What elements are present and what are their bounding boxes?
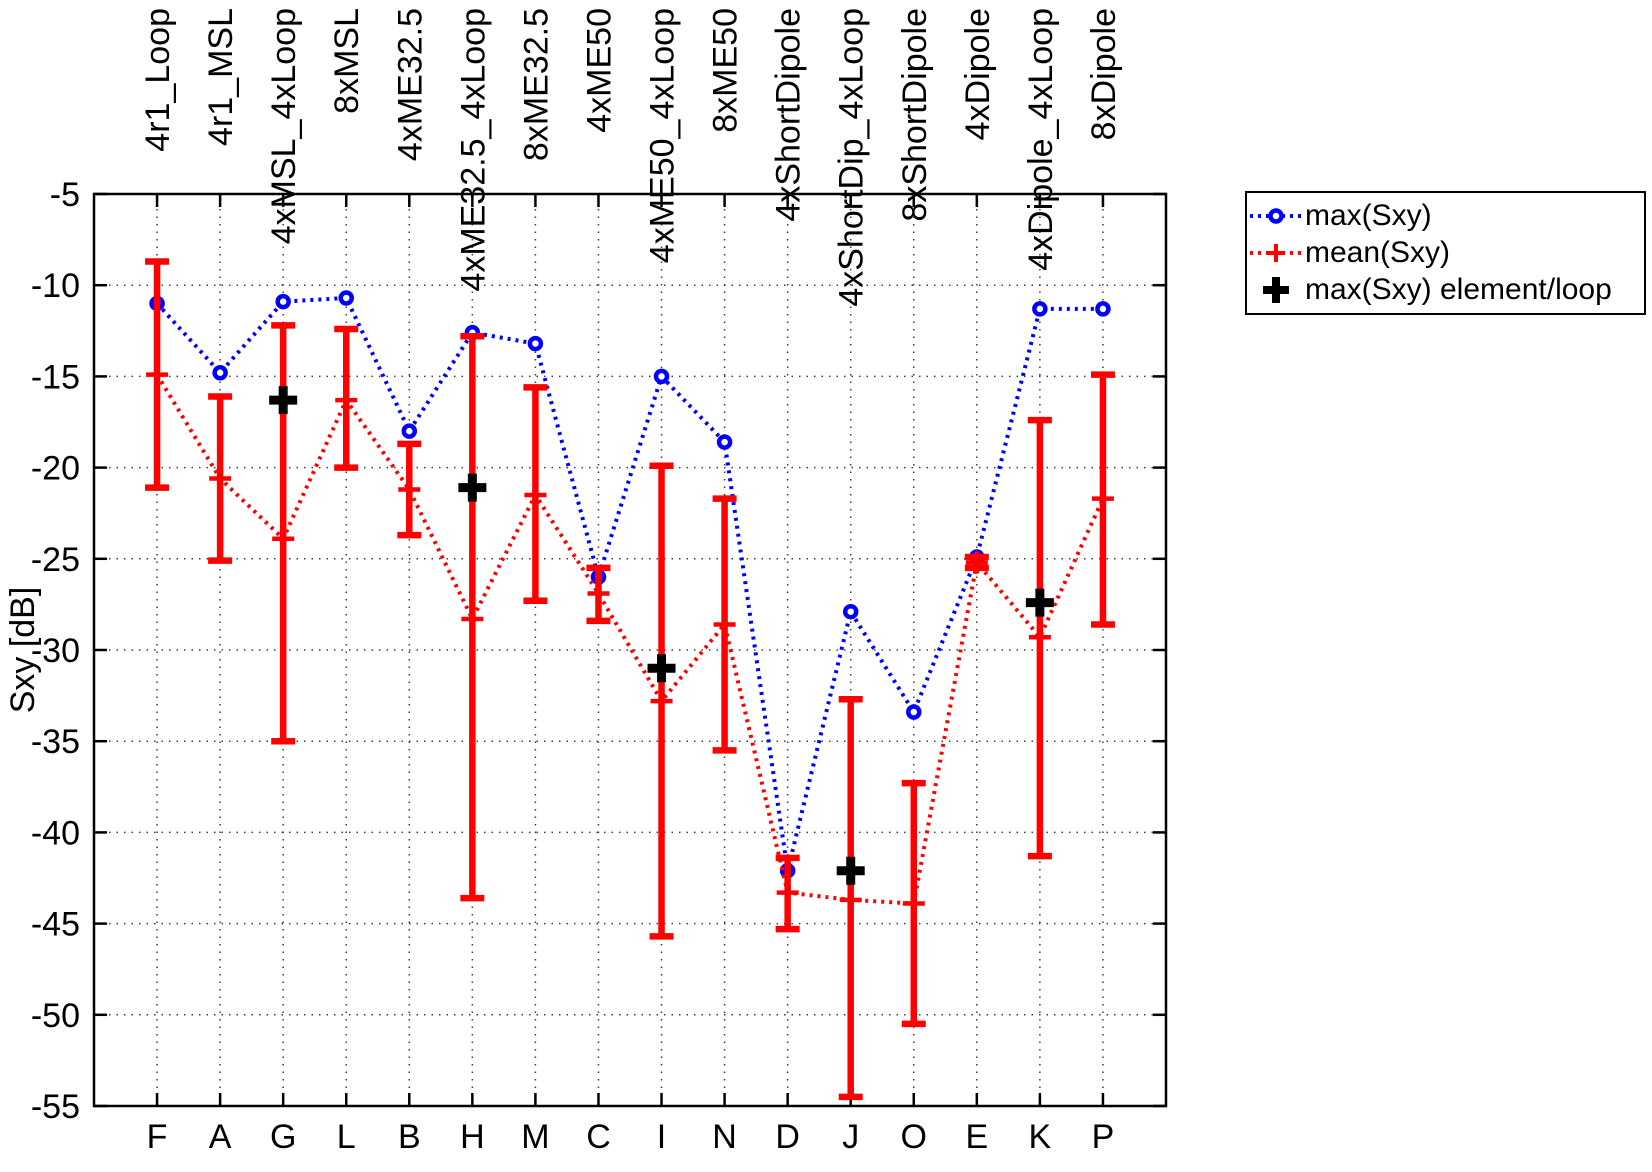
y-tick-label: -20 [31,450,80,488]
max-line [155,295,1103,872]
y-tick-label: -15 [31,358,80,396]
legend-row: mean(Sxy) [1247,234,1644,271]
top-category-label: 8xMSL [328,8,366,114]
x-tick-letter: A [209,1118,232,1156]
y-tick-label: -25 [31,541,80,579]
y-axis-label: Sxy [dB] [4,587,42,714]
y-tick-label: -35 [31,723,80,761]
x-tick-letter: N [712,1118,737,1156]
x-tick-letter: C [586,1118,611,1156]
x-tick-letter: J [842,1118,859,1156]
legend: max(Sxy) mean(Sxy) max(Sxy) element/loop [1245,191,1646,315]
max-marker [338,290,354,306]
x-tick-letter: F [147,1118,168,1156]
y-tick-label: -5 [50,176,80,214]
top-category-label: 8xME50 [707,8,745,133]
top-category-label: 4xMSL_4xLoop [265,8,303,244]
x-tick-letter: E [965,1118,988,1156]
top-category-label: 8xDipole [1085,8,1123,140]
legend-element-loop-plus-icon [1247,275,1305,305]
top-category-label: 4xME50_4xLoop [644,8,682,263]
x-tick-letter: L [337,1118,356,1156]
x-tick-letter: P [1092,1118,1115,1156]
y-tick-label: -45 [31,906,80,944]
max-marker [275,293,291,310]
y-tick-label: -55 [31,1088,80,1126]
top-category-label: 8xME32.5 [517,8,555,161]
legend-row: max(Sxy) element/loop [1247,272,1644,309]
y-tick-label: -40 [31,814,80,852]
x-tick-letter: B [398,1118,421,1156]
x-tick-letter: M [521,1118,549,1156]
y-tick-label: -50 [31,997,80,1035]
max-marker [653,368,670,385]
top-category-label: 4xShortDipole [770,8,808,222]
top-category-label: 4xShortDip_4xLoop [833,8,871,307]
top-category-label: 4xME32.5 [391,8,429,161]
legend-max-sample-icon [1247,204,1305,228]
top-category-label: 8xShortDipole [896,8,934,222]
max-marker [842,603,859,620]
top-category-label: 4xME32.5_4xLoop [454,8,492,292]
legend-label: max(Sxy) [1305,198,1432,232]
max-marker [1095,301,1111,317]
plot-border [92,192,1168,1108]
max-marker [1032,301,1048,317]
legend-label: max(Sxy) element/loop [1305,273,1612,307]
legend-row: max(Sxy) [1247,197,1644,234]
max-marker [906,704,922,720]
x-tick-letter: H [460,1118,485,1156]
x-tick-letter: O [901,1118,927,1156]
max-marker [527,335,544,352]
x-tick-letter: I [657,1118,666,1156]
top-category-label: 4r1_MSL [202,8,240,146]
max-marker [212,365,228,381]
legend-mean-sample-icon [1247,241,1305,265]
max-marker [716,434,733,450]
x-tick-letter: G [270,1118,296,1156]
x-tick-letter: D [775,1118,800,1156]
legend-label: mean(Sxy) [1305,235,1451,269]
top-category-label: 4xME50 [580,8,618,133]
top-category-label: 4xDipole_4xLoop [1022,8,1060,271]
top-category-label: 4r1_Loop [139,8,177,152]
max-marker [401,423,418,439]
x-tick-letter: K [1029,1118,1052,1156]
y-tick-label: -30 [31,632,80,670]
mean-line [155,373,1105,906]
top-category-label: 4xDipole [959,8,997,140]
y-tick-label: -10 [31,267,80,305]
